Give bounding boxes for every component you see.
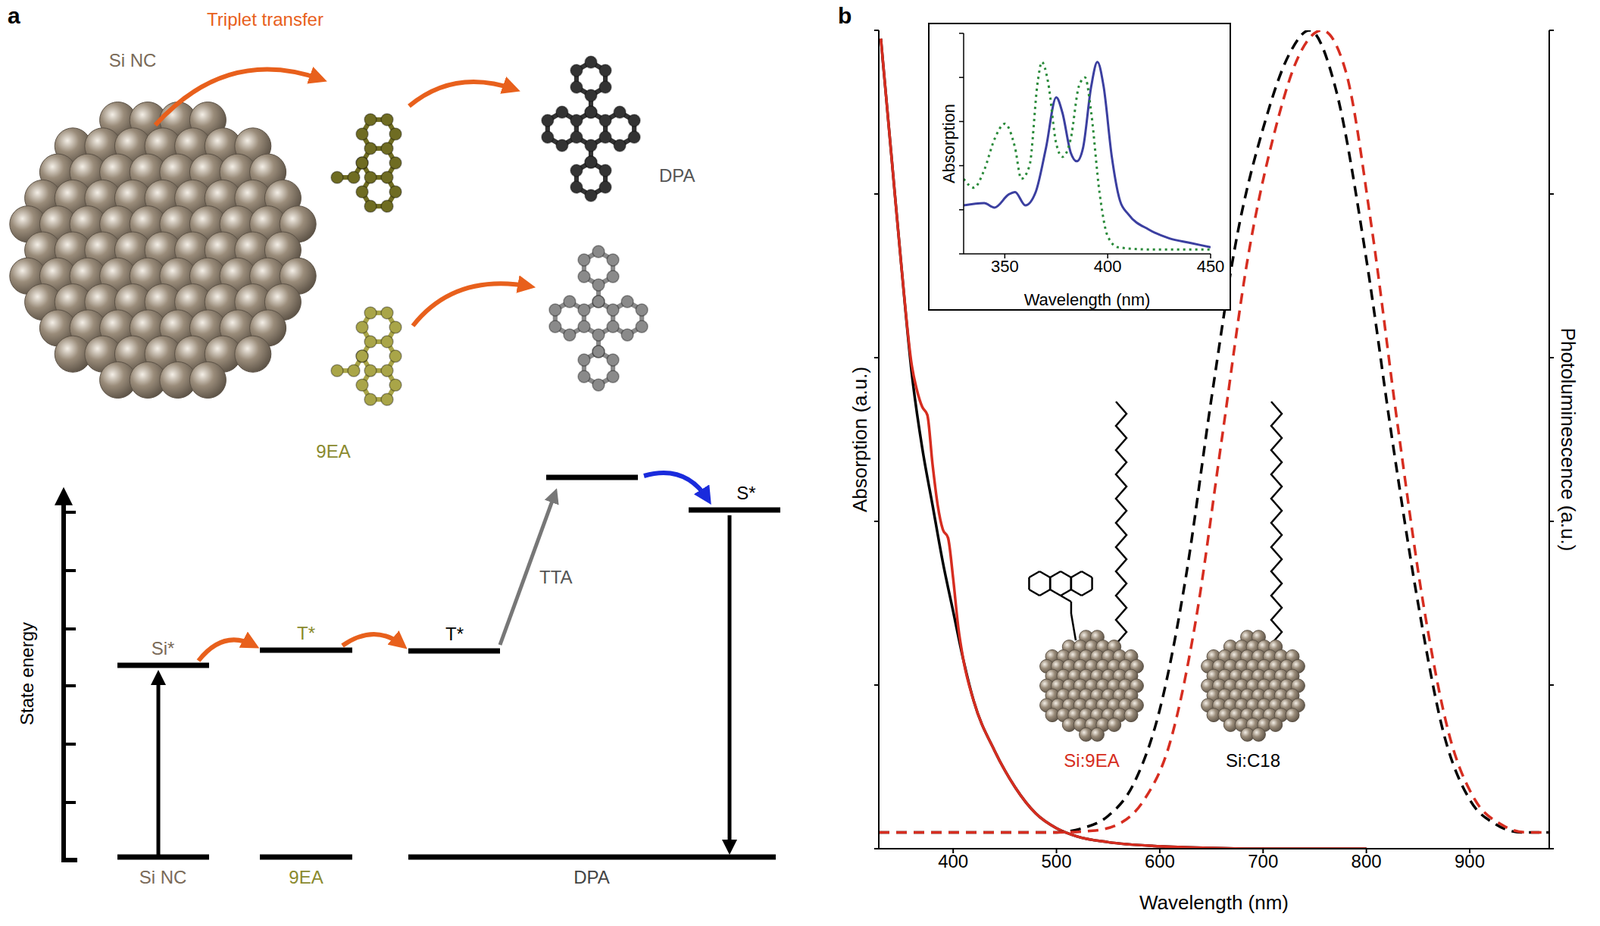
svg-text:Si:9EA: Si:9EA bbox=[1063, 750, 1119, 771]
svg-text:9EA: 9EA bbox=[288, 866, 323, 888]
svg-text:Triplet transfer: Triplet transfer bbox=[206, 9, 324, 30]
svg-text:Absorption: Absorption bbox=[939, 103, 959, 184]
svg-text:T*: T* bbox=[445, 623, 464, 644]
svg-text:Absorption (a.u.): Absorption (a.u.) bbox=[848, 366, 872, 513]
svg-text:Si*: Si* bbox=[151, 637, 175, 659]
svg-text:500: 500 bbox=[1041, 850, 1072, 872]
html-text:b: b bbox=[837, 3, 852, 29]
svg-text:T*: T* bbox=[296, 622, 316, 644]
svg-text:800: 800 bbox=[1351, 850, 1382, 872]
svg-text:S*: S* bbox=[736, 482, 756, 504]
svg-text:DPA: DPA bbox=[573, 866, 610, 888]
svg-text:Si:C18: Si:C18 bbox=[1225, 750, 1281, 771]
html-text:a: a bbox=[7, 3, 21, 29]
svg-text:Si NC: Si NC bbox=[109, 50, 157, 71]
svg-text:9EA: 9EA bbox=[315, 440, 350, 462]
svg-text:700: 700 bbox=[1247, 850, 1279, 872]
svg-text:600: 600 bbox=[1144, 850, 1175, 872]
svg-text:DPA: DPA bbox=[659, 165, 696, 186]
svg-text:900: 900 bbox=[1454, 850, 1485, 872]
svg-text:400: 400 bbox=[937, 850, 969, 872]
svg-text:450: 450 bbox=[1196, 256, 1225, 276]
svg-text:350: 350 bbox=[990, 256, 1019, 276]
svg-text:Wavelength (nm): Wavelength (nm) bbox=[1024, 290, 1151, 310]
svg-text:Wavelength (nm): Wavelength (nm) bbox=[1139, 890, 1289, 914]
svg-text:TTA: TTA bbox=[539, 566, 573, 588]
svg-text:Photoluminescence (a.u.): Photoluminescence (a.u.) bbox=[1556, 328, 1580, 552]
svg-text:Si NC: Si NC bbox=[139, 866, 188, 888]
svg-text:400: 400 bbox=[1093, 256, 1122, 276]
svg-text:State energy: State energy bbox=[16, 621, 38, 725]
